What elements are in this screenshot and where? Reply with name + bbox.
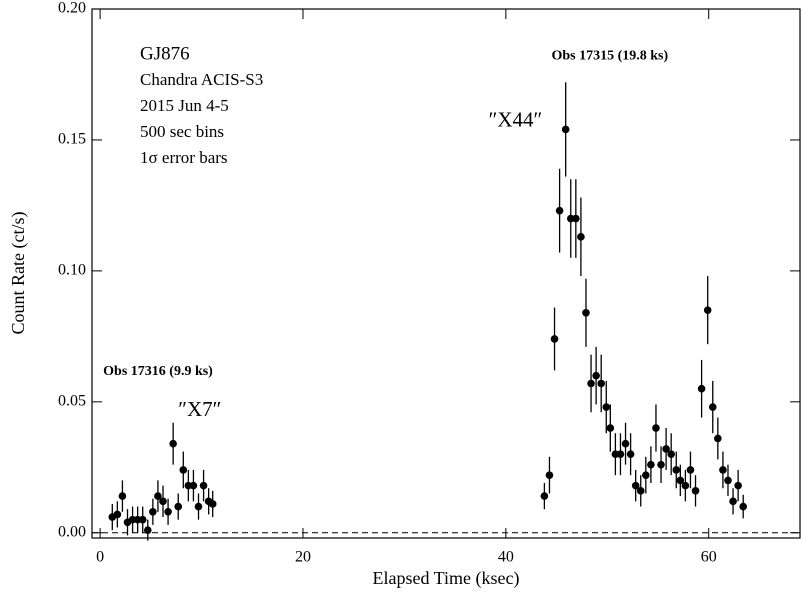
- info-text: GJ876: [140, 43, 190, 64]
- data-point: [149, 508, 157, 516]
- y-tick-label: 0.05: [58, 392, 86, 409]
- data-point: [631, 481, 640, 490]
- data-point: [199, 481, 208, 490]
- data-point: [729, 497, 737, 506]
- data-point: [636, 487, 645, 495]
- data-point: [113, 510, 122, 519]
- data-point: [652, 424, 660, 432]
- data-point: [681, 481, 690, 490]
- data-point: [582, 308, 590, 317]
- info-text: 1σ error bars: [140, 148, 228, 167]
- data-point: [118, 492, 127, 500]
- y-axis-label: Count Rate (ct/s): [8, 212, 29, 335]
- data-point: [626, 450, 635, 458]
- data-point: [616, 450, 625, 458]
- data-point: [587, 379, 595, 388]
- y-tick-label: 0.20: [58, 0, 86, 17]
- data-point: [540, 492, 549, 500]
- data-point: [545, 471, 554, 479]
- data-point: [686, 466, 695, 474]
- data-point: [572, 214, 580, 223]
- info-text: Chandra ACIS-S3: [140, 70, 263, 89]
- data-point: [561, 125, 570, 134]
- data-point: [164, 508, 172, 516]
- data-point: [657, 460, 665, 469]
- data-point: [672, 466, 681, 474]
- data-point: [734, 481, 742, 490]
- data-point: [621, 439, 630, 448]
- data-point: [691, 487, 700, 495]
- x-axis-label: Elapsed Time (ksec): [373, 568, 520, 589]
- data-point: [667, 450, 675, 458]
- data-point: [179, 466, 188, 474]
- y-tick-label: 0.15: [58, 131, 86, 148]
- data-point: [703, 306, 712, 314]
- data-point: [550, 335, 559, 343]
- x-tick-label: 0: [96, 549, 104, 566]
- x-tick-label: 40: [498, 549, 514, 566]
- annotation: ″X44″: [489, 107, 543, 131]
- info-text: 2015 Jun 4-5: [140, 96, 229, 115]
- data-point: [602, 403, 611, 411]
- data-point: [708, 403, 717, 411]
- data-point: [676, 476, 685, 485]
- plot-frame: [91, 8, 801, 539]
- y-tick-label: 0.10: [58, 262, 86, 279]
- data-point: [739, 502, 747, 511]
- data-point: [194, 502, 203, 511]
- data-point: [143, 526, 152, 534]
- data-point: [592, 371, 600, 380]
- annotation: Obs 17316 (9.9 ks): [103, 364, 213, 379]
- data-point: [642, 471, 650, 479]
- data-point: [697, 384, 706, 393]
- data-point: [169, 439, 177, 448]
- x-tick-label: 60: [701, 549, 717, 566]
- y-tick-label: 0.00: [58, 523, 86, 540]
- annotation: ″X7″: [178, 397, 221, 421]
- data-point: [724, 476, 732, 485]
- info-text: 500 sec bins: [140, 122, 224, 141]
- data-point: [208, 500, 217, 508]
- data-point: [555, 206, 564, 215]
- data-point: [597, 379, 605, 388]
- data-point: [647, 460, 655, 469]
- data-point: [174, 502, 183, 511]
- data-point: [577, 233, 585, 241]
- annotation: Obs 17315 (19.8 ks): [551, 48, 668, 63]
- data-point: [714, 434, 722, 443]
- data-point: [159, 497, 167, 506]
- x-tick-label: 20: [295, 549, 311, 566]
- data-point: [606, 424, 615, 432]
- data-point: [154, 492, 162, 500]
- data-point: [662, 445, 670, 453]
- data-point: [719, 466, 727, 474]
- data-point: [189, 481, 198, 490]
- data-point: [138, 515, 147, 524]
